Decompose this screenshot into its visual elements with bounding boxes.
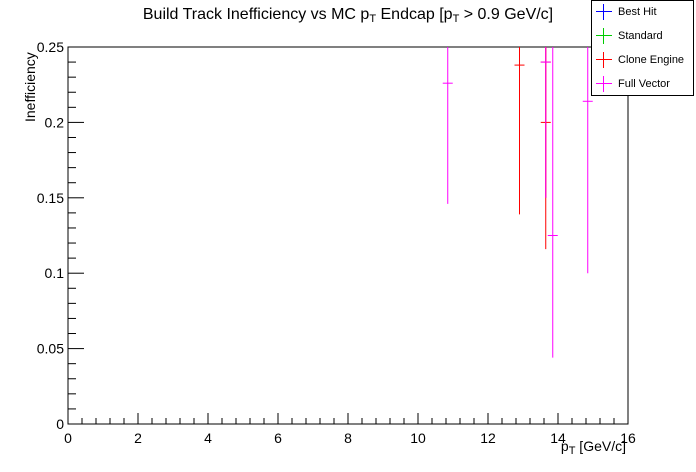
y-tick-label: 0.25 (37, 39, 64, 55)
legend-label: Standard (618, 30, 663, 42)
data-point (442, 47, 453, 204)
x-tick-label: 16 (620, 430, 636, 446)
legend-entry-best-hit: Best Hit (592, 1, 693, 24)
x-tick-label: 2 (134, 430, 142, 446)
legend-marker-full-vector (596, 76, 612, 92)
legend-marker-best-hit (596, 4, 612, 20)
legend: Best Hit Standard Clone Engine Full Vect… (591, 0, 694, 96)
y-tick-label: 0.05 (37, 341, 64, 357)
y-axis-label: Inefficiency (22, 52, 38, 122)
legend-entry-full-vector: Full Vector (592, 73, 693, 96)
data-points (442, 47, 593, 358)
legend-label: Clone Engine (618, 54, 685, 66)
legend-marker-clone-engine (596, 52, 612, 68)
legend-entry-clone-engine: Clone Engine (592, 49, 693, 72)
x-tick-label: 12 (480, 430, 496, 446)
data-point (514, 47, 525, 215)
x-tick-label: 6 (274, 430, 282, 446)
y-tick-label: 0.1 (45, 265, 65, 281)
data-point (547, 47, 558, 358)
x-tick-label: 10 (410, 430, 426, 446)
plot-frame (67, 46, 629, 425)
x-tick-label: 4 (204, 430, 212, 446)
y-tick-label: 0 (56, 416, 64, 432)
legend-label: Best Hit (618, 6, 657, 18)
y-tick-label: 0.2 (45, 114, 65, 130)
data-point (540, 47, 551, 198)
x-tick-label: 8 (344, 430, 352, 446)
x-axis-ticks: 0 2 4 6 8 10 12 14 16 (64, 413, 636, 446)
data-point (582, 47, 593, 274)
legend-marker-standard (596, 28, 612, 44)
y-tick-label: 0.15 (37, 190, 64, 206)
y-axis-ticks: 0 0.05 0.1 0.15 0.2 0.25 (37, 39, 84, 432)
chart-title: Build Track Inefficiency vs MC pT Endcap… (142, 6, 554, 25)
legend-label: Full Vector (618, 78, 670, 90)
legend-entry-standard: Standard (592, 25, 693, 48)
x-axis-label: pT [GeV/c] (560, 438, 626, 457)
x-tick-label: 0 (64, 430, 72, 446)
x-tick-label: 14 (550, 430, 566, 446)
